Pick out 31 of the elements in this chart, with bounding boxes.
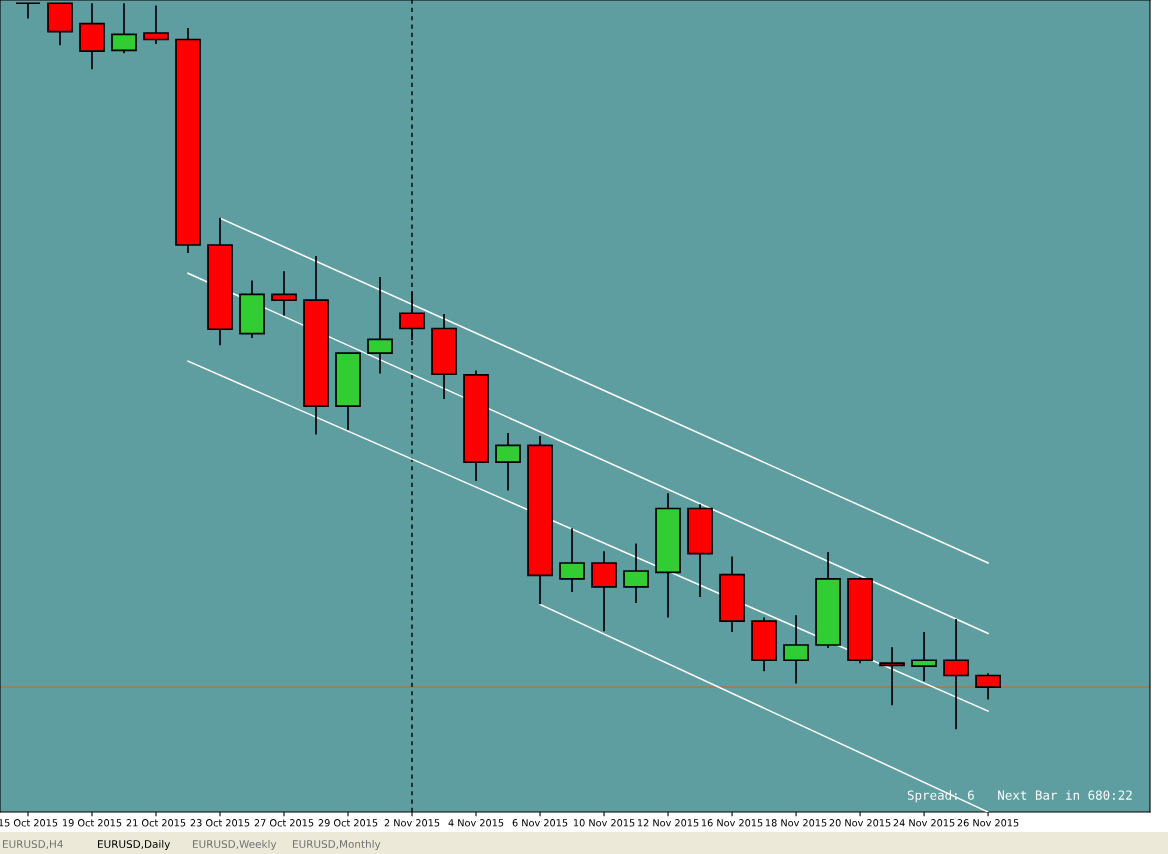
candlestick	[143, 4, 169, 45]
x-tick-label: 12 Nov 2015	[637, 819, 699, 827]
x-tick-label: 19 Oct 2015	[63, 819, 122, 827]
text: EURUSD,H4	[3, 840, 63, 850]
candlestick	[943, 618, 969, 731]
x-tick-label: 29 Oct 2015	[318, 819, 378, 827]
candlestick	[975, 672, 1001, 701]
candlestick	[271, 270, 297, 317]
text: EURUSD,Weekly	[193, 839, 277, 851]
x-tick-label: 27 Oct 2015	[254, 819, 314, 827]
x-tick-label: 20 Nov 2015	[829, 819, 891, 827]
candlestick	[591, 550, 617, 633]
x-tick-label: 10 Nov 2015	[573, 819, 635, 827]
text: Spread: 6 Next Bar in 680:22	[907, 790, 1132, 803]
candlestick	[367, 276, 393, 375]
x-tick-label: 4 Nov 2015	[448, 819, 504, 827]
x-tick-label: 6 Nov 2015	[512, 819, 568, 827]
x-tick-label: 16 Nov 2015	[701, 819, 763, 827]
candlestick	[559, 527, 585, 593]
candlestick	[879, 646, 905, 707]
text: EURUSD,Monthly	[293, 839, 381, 851]
x-tick-label: 23 Oct 2015	[190, 819, 250, 827]
x-tick-label: 18 Nov 2015	[765, 819, 827, 827]
x-tick-label: 2 Nov 2015	[384, 819, 440, 827]
text: EURUSD,Daily	[98, 839, 171, 851]
x-tick-label: 24 Nov 2015	[893, 819, 955, 827]
candlestick	[111, 2, 137, 55]
candlestick	[911, 631, 937, 683]
x-tick-label: 15 Oct 2015	[0, 819, 58, 827]
x-tick-label: 21 Oct 2015	[126, 819, 186, 827]
x-tick-label: 26 Nov 2015	[957, 819, 1019, 827]
